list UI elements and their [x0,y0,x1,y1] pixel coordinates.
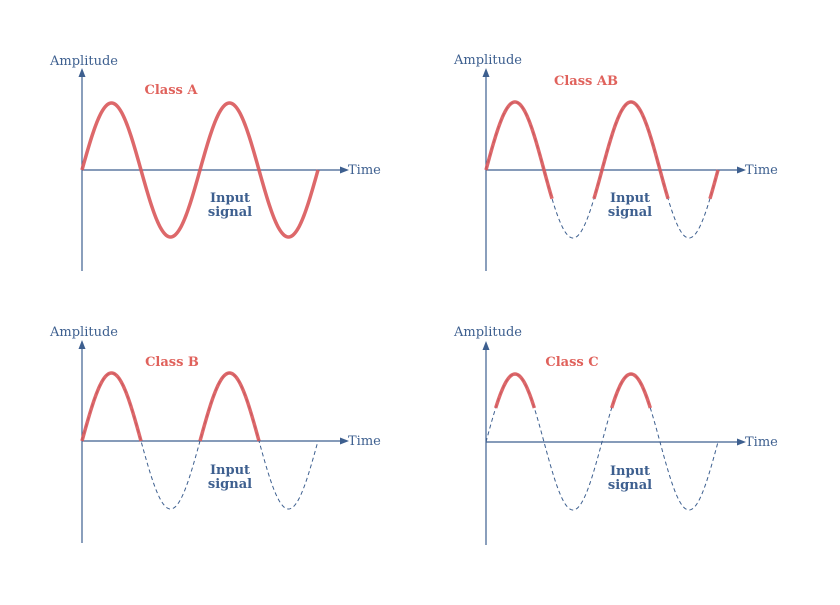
output-waveform-segment [592,100,670,200]
y-axis-arrow [482,68,490,77]
x-axis-arrow [737,438,746,446]
output-signal [80,101,320,239]
input-signal-label-line1: Input [210,191,250,206]
x-axis-label: Time [745,163,778,178]
output-signal [484,100,720,200]
y-axis-arrow [78,68,86,77]
y-axis-label: Amplitude [49,54,118,69]
output-waveform-segment [494,372,536,409]
input-signal-label-line1: Input [210,463,250,478]
y-axis-label: Amplitude [49,325,118,340]
x-axis-label: Time [745,435,778,450]
output-waveform-segment [198,371,261,442]
input-signal-wave [485,373,719,511]
panel-class-a: Amplitude Time Class A Input signal [49,54,381,271]
x-axis-arrow [340,166,349,174]
input-signal-label-line1: Input [610,191,650,206]
class-title: Class C [545,355,598,370]
input-signal-label-line2: signal [608,478,652,493]
output-signal [80,371,261,442]
class-title: Class B [145,355,199,370]
class-title: Class AB [554,74,618,89]
output-waveform-segment [610,372,652,409]
output-waveform-segment [80,101,320,239]
panel-class-c: Amplitude Time Class C Input signal [453,325,778,545]
y-axis-arrow [482,341,490,350]
y-axis-label: Amplitude [453,53,522,68]
output-waveform-segment [484,100,554,200]
x-axis-label: Time [348,434,381,449]
x-axis-arrow [340,437,349,445]
output-waveform-segment [80,371,143,442]
class-title: Class A [145,83,199,98]
input-signal-label-line1: Input [610,464,650,479]
y-axis-arrow [78,340,86,349]
output-signal [494,372,652,409]
input-signal-label-line2: signal [608,205,652,220]
panel-class-b: Amplitude Time Class B Input signal [49,325,381,543]
input-signal-label-line2: signal [208,477,252,492]
x-axis-label: Time [348,163,381,178]
input-signal-label-line2: signal [208,205,252,220]
panel-class-ab: Amplitude Time Class AB Input signal [453,53,778,271]
x-axis-arrow [737,166,746,174]
output-waveform-segment [708,169,720,200]
y-axis-label: Amplitude [453,325,522,340]
